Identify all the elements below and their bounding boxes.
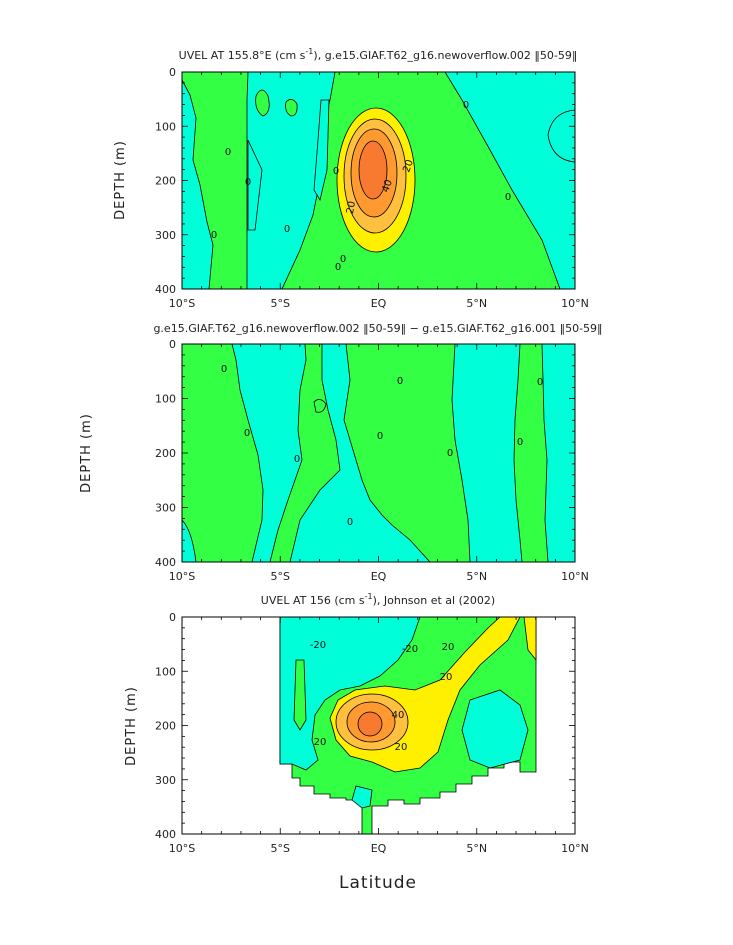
contour-label: 20: [395, 742, 408, 753]
x-tick-label: 10°S: [169, 842, 195, 855]
panel-1-cyan-patch-2: [313, 99, 330, 202]
panel-2-cyan-sw: [182, 519, 197, 562]
panel-1-cyan-east: [547, 109, 575, 163]
contour-label: 20: [442, 642, 455, 653]
contour-label: 0: [294, 454, 300, 465]
contour-label: 0: [517, 437, 523, 448]
panel-1-field: [182, 72, 575, 289]
panel-2-cyan-far-east: [541, 344, 575, 562]
panel-1-title: UVEL AT 155.8°E (cm s-1), g.e15.GIAF.T62…: [179, 47, 578, 62]
contour-label: 20: [314, 737, 327, 748]
contour-label: 0: [463, 100, 469, 111]
panel-3-cyan-bottom: [351, 785, 373, 809]
panel-3-cyan-east: [461, 689, 529, 769]
y-tick-label: 300: [155, 229, 176, 242]
contour-label: 0: [505, 192, 511, 203]
panel-3-contour-50: [357, 711, 383, 737]
contour-label: 0: [340, 254, 346, 265]
y-tick-label: 0: [169, 338, 176, 351]
y-tick-label: 200: [155, 447, 176, 460]
contour-label: -20: [310, 640, 326, 651]
contour-label: -20: [402, 644, 418, 655]
contour-label: 0: [397, 376, 403, 387]
x-axis-label: Latitude: [339, 873, 417, 893]
contour-label: 20: [401, 158, 416, 174]
contour-label: 0: [225, 147, 231, 158]
panel-2-cyan-east: [451, 344, 523, 562]
panel-3-yellow-edge: [523, 617, 537, 662]
panel-1-green-blob-2: [285, 99, 298, 117]
y-tick-label: 200: [155, 720, 176, 733]
contour-label: 0: [221, 364, 227, 375]
y-tick-label: 300: [155, 502, 176, 515]
contour-label: 20: [440, 672, 453, 683]
contour-label: 0: [335, 262, 341, 273]
x-tick-label: 10°N: [561, 570, 589, 583]
panel-3-axes: 10°S 5°S EQ 5°N 10°N 0 100 200 300 400: [155, 611, 589, 855]
x-tick-label: 10°N: [561, 297, 589, 310]
contour-label: 0: [377, 431, 383, 442]
x-tick-label: 5°S: [271, 297, 290, 310]
panel-2-title: g.e15.GIAF.T62_g16.newoverflow.002 ‖50-5…: [153, 322, 602, 335]
contour-label: 0: [537, 377, 543, 388]
x-tick-label: 5°N: [466, 570, 487, 583]
panel-2-green-patch: [313, 399, 327, 413]
panel-2-field: [182, 344, 575, 562]
panel-1-green-west: [182, 72, 249, 289]
contour-label: 0: [245, 177, 251, 188]
panel-3-cyan-west: [279, 617, 421, 771]
x-tick-label: 5°N: [466, 297, 487, 310]
x-tick-label: 5°N: [466, 842, 487, 855]
panel-3-title: UVEL AT 156 (cm s-1), Johnson et al (200…: [261, 592, 495, 607]
x-tick-label: EQ: [371, 570, 387, 583]
y-tick-label: 100: [155, 120, 176, 133]
panel-3-field: [279, 617, 537, 834]
x-tick-label: 5°S: [271, 842, 290, 855]
panel-3-contour-labels: -20 -20 20 20 20 20 40: [310, 640, 455, 753]
contour-label: 0: [447, 448, 453, 459]
contour-label: 0: [333, 166, 339, 177]
panel-1-contour-50: [358, 140, 388, 200]
y-tick-label: 100: [155, 665, 176, 678]
y-tick-label: 400: [155, 283, 176, 296]
x-tick-label: 10°S: [169, 297, 195, 310]
contour-label: 0: [347, 517, 353, 528]
panel-1-green-blob-1: [255, 89, 270, 117]
x-tick-label: EQ: [371, 297, 387, 310]
panel-3-ylabel: DEPTH (m): [124, 686, 139, 766]
contour-label: 0: [244, 428, 250, 439]
panel-2-contour-labels: 0 0 0 0 0 0 0 0 0: [221, 364, 543, 528]
x-tick-label: 10°S: [169, 570, 195, 583]
y-tick-label: 200: [155, 175, 176, 188]
panel-1-cyan-patch-1: [247, 139, 263, 231]
contour-label: 0: [211, 230, 217, 241]
y-tick-label: 400: [155, 828, 176, 841]
panel-3: UVEL AT 156 (cm s-1), Johnson et al (200…: [124, 592, 589, 855]
panel-1-ylabel: DEPTH (m): [113, 140, 128, 220]
x-tick-label: 5°S: [271, 570, 290, 583]
contour-label: 20: [345, 200, 358, 214]
panel-2: g.e15.GIAF.T62_g16.newoverflow.002 ‖50-5…: [79, 322, 603, 583]
panel-3-green-strip: [293, 659, 307, 731]
y-tick-label: 0: [169, 66, 176, 79]
y-tick-label: 300: [155, 774, 176, 787]
panel-2-cyan-west: [231, 344, 307, 562]
x-tick-label: EQ: [371, 842, 387, 855]
x-tick-label: 10°N: [561, 842, 589, 855]
panel-2-axes: 10°S 5°S EQ 5°N 10°N 0 100 200 300 400: [155, 338, 589, 583]
y-tick-label: 0: [169, 611, 176, 624]
panel-2-cyan-central: [289, 344, 431, 562]
contour-label: 40: [392, 710, 405, 721]
y-tick-label: 100: [155, 393, 176, 406]
y-tick-label: 400: [155, 556, 176, 569]
contour-label: 0: [284, 224, 290, 235]
contour-label: 40: [380, 178, 395, 194]
panel-1: UVEL AT 155.8°E (cm s-1), g.e15.GIAF.T62…: [113, 47, 589, 310]
panel-2-ylabel: DEPTH (m): [79, 413, 94, 493]
